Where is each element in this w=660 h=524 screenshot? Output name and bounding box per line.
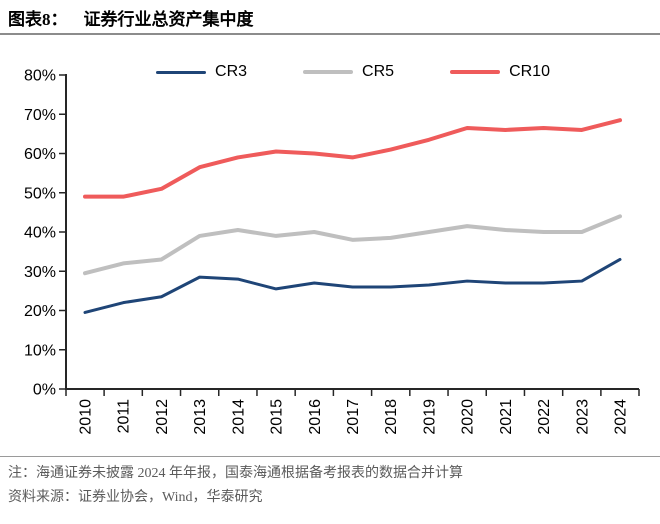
- footnote-divider: [0, 456, 660, 457]
- cr5-line-swatch: [303, 70, 354, 74]
- legend-label-cr10: CR10: [509, 63, 550, 80]
- y-axis-label: 10%: [24, 342, 56, 359]
- y-axis-label: 60%: [24, 146, 56, 163]
- chart-title-line: 图表8： 证券行业总资产集中度: [0, 8, 660, 32]
- y-axis-label: 80%: [24, 68, 56, 85]
- title-divider: [0, 33, 660, 35]
- legend-item-cr3: CR3: [156, 63, 247, 81]
- page-title: 证券行业总资产集中度: [83, 10, 254, 29]
- x-axis-label: 2010: [78, 399, 95, 435]
- x-axis-label: 2024: [613, 399, 630, 435]
- figure-number: 图表8：: [8, 10, 68, 29]
- x-axis-label: 2021: [498, 399, 515, 435]
- cr3-line-swatch: [156, 70, 207, 74]
- legend-item-cr10: CR10: [450, 63, 550, 81]
- footnote-note: 注：海通证券未披露 2024 年年报，国泰海通根据备考报表的数据合并计算: [8, 466, 463, 481]
- x-axis-label: 2020: [460, 399, 477, 435]
- footnote-source: 资料来源：证券业协会，Wind，华泰研究: [8, 490, 263, 505]
- x-axis-label: 2018: [383, 399, 400, 435]
- x-axis-label: 2016: [307, 399, 324, 435]
- x-axis-label: 2023: [574, 399, 591, 435]
- series-line-cr5: [83, 214, 622, 276]
- x-axis-label: 2013: [192, 399, 209, 435]
- footnote: 注：海通证券未披露 2024 年年报，国泰海通根据备考报表的数据合并计算 资料来…: [8, 462, 656, 510]
- y-axis-label: 70%: [24, 107, 56, 124]
- y-axis-label: 40%: [24, 225, 56, 242]
- legend-item-cr5: CR5: [303, 63, 394, 81]
- chart-legend: CR3 CR5 CR10: [66, 63, 640, 81]
- legend-label-cr3: CR3: [215, 63, 248, 80]
- x-axis-label: 2017: [345, 399, 362, 435]
- y-axis-label: 50%: [24, 185, 56, 202]
- x-axis-label: 2019: [421, 399, 438, 435]
- series-line-cr10: [83, 118, 622, 199]
- x-axis-label: 2012: [154, 399, 171, 435]
- y-axis-label: 0%: [33, 382, 56, 399]
- x-axis-label: 2014: [230, 399, 247, 435]
- y-axis-label: 20%: [24, 303, 56, 320]
- cr10-line-swatch: [450, 70, 501, 74]
- x-axis-label: 2011: [116, 399, 133, 434]
- y-axis-label: 30%: [24, 264, 56, 281]
- x-axis-label: 2022: [536, 399, 553, 435]
- series-line-cr3: [83, 257, 622, 314]
- x-axis-label: 2015: [269, 399, 286, 435]
- legend-label-cr5: CR5: [362, 63, 395, 80]
- chart-header: 图表8： 证券行业总资产集中度: [0, 8, 660, 32]
